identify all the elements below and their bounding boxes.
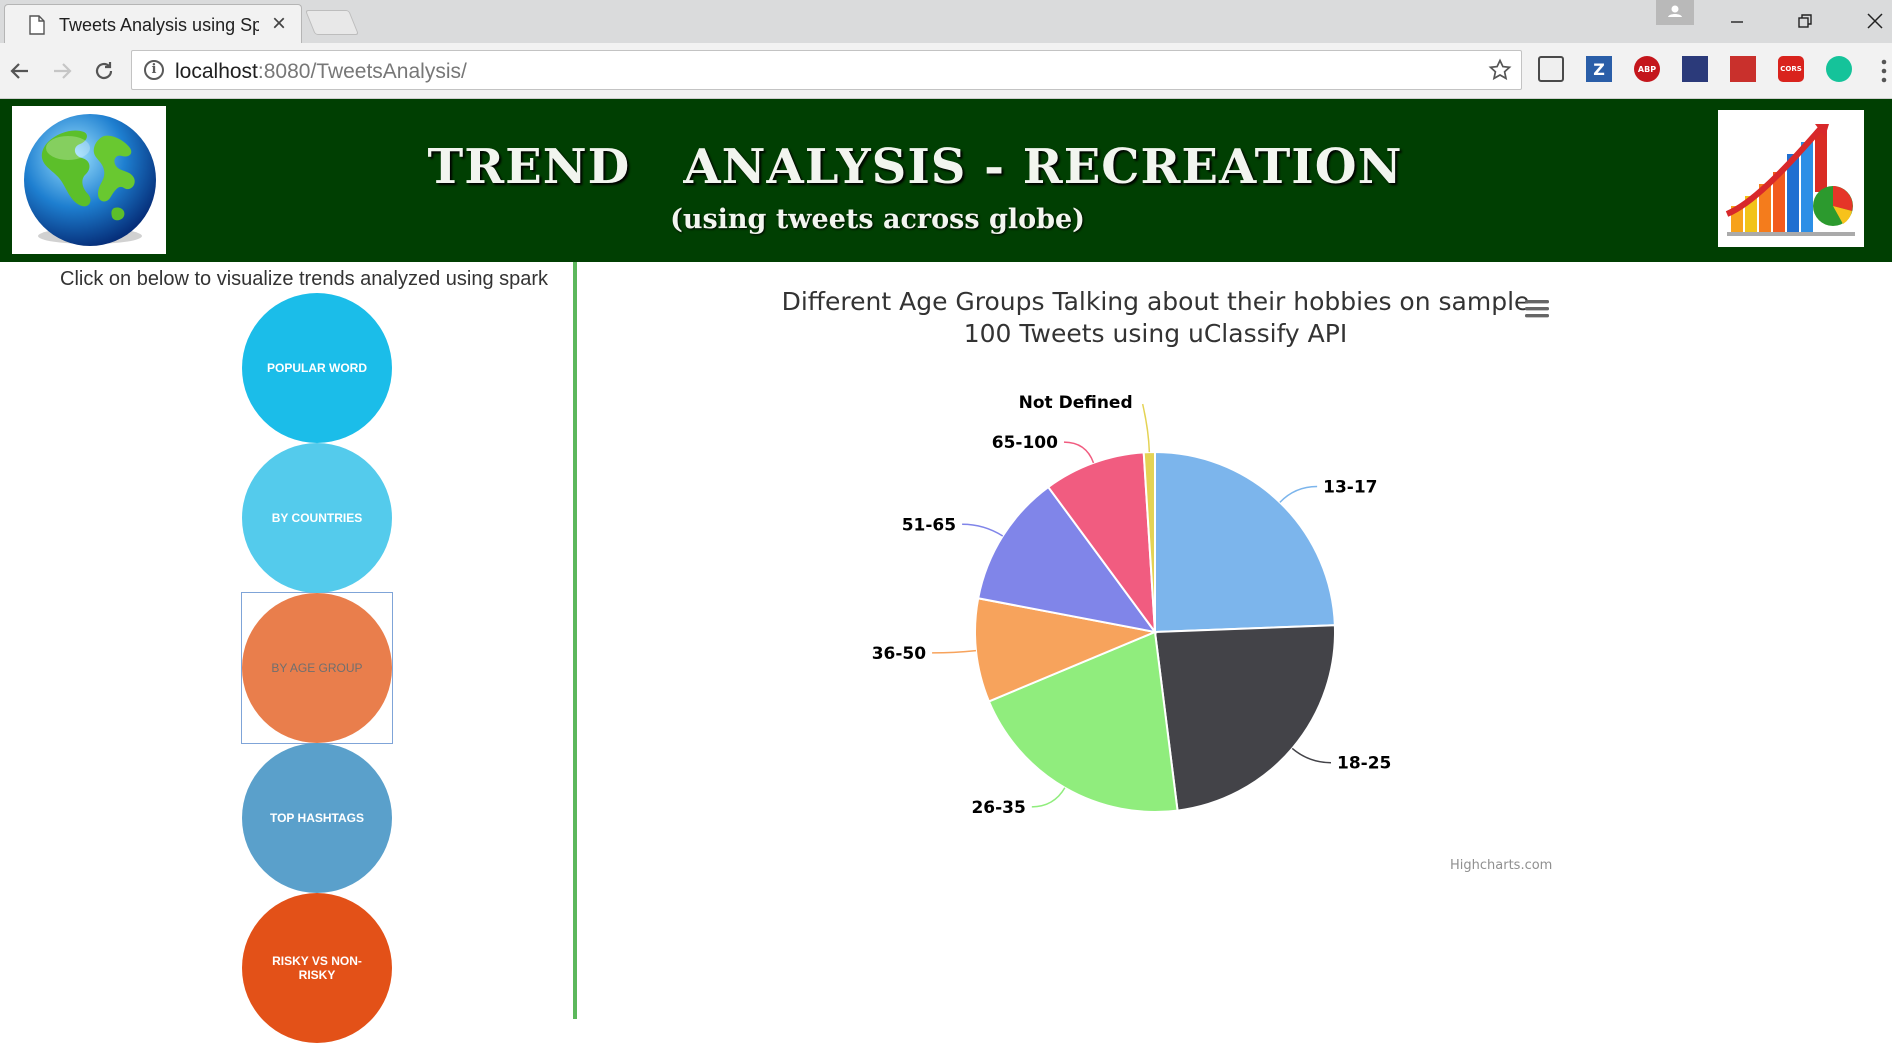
by-countries-button[interactable]: BY COUNTRIES bbox=[242, 443, 392, 593]
close-icon bbox=[1867, 13, 1883, 29]
panel-divider bbox=[573, 262, 577, 1019]
back-arrow-icon bbox=[10, 63, 28, 79]
bookmark-star-icon[interactable] bbox=[1488, 58, 1512, 82]
globe-logo bbox=[12, 106, 166, 254]
globe-icon bbox=[24, 114, 156, 246]
night-ext-icon[interactable] bbox=[1682, 56, 1708, 82]
reload-button[interactable] bbox=[88, 55, 120, 87]
new-tab-button[interactable] bbox=[304, 10, 360, 35]
data-label-13-17: 13-17 bbox=[1323, 477, 1377, 497]
adblock-ext-icon[interactable]: ABP bbox=[1634, 56, 1660, 82]
tab-close-icon[interactable]: × bbox=[271, 10, 286, 37]
navigation-panel: Click on below to visualize trends analy… bbox=[0, 262, 574, 1043]
by-age-group-button[interactable]: BY AGE GROUP bbox=[242, 593, 392, 743]
analytics-logo bbox=[1718, 110, 1864, 247]
cors-ext-icon[interactable]: CORS bbox=[1778, 56, 1804, 82]
data-label-36-50: 36-50 bbox=[872, 644, 927, 664]
minimize-icon bbox=[1731, 21, 1743, 23]
page-content: TREND ANALYSIS - RECREATION (using tweet… bbox=[0, 99, 1892, 1043]
intro-text: Click on below to visualize trends analy… bbox=[60, 268, 549, 290]
chart-title: Different Age Groups Talking about their… bbox=[781, 287, 1530, 348]
url-host: localhost bbox=[175, 60, 258, 83]
info-icon[interactable]: i bbox=[144, 60, 164, 80]
pocket-ext-icon[interactable] bbox=[1538, 56, 1564, 82]
cors-ext-label: CORS bbox=[1780, 65, 1802, 73]
connector-26-35 bbox=[1031, 787, 1066, 808]
pie-slice-65-100[interactable] bbox=[1046, 451, 1157, 636]
tab-title: Tweets Analysis using Sp bbox=[59, 15, 259, 35]
chrome-menu-icon[interactable] bbox=[1880, 57, 1888, 85]
profile-button[interactable] bbox=[1656, 0, 1694, 25]
pie-slice-26-35[interactable] bbox=[987, 630, 1179, 813]
connector-not-defined bbox=[1141, 403, 1151, 453]
restore-icon bbox=[1798, 14, 1812, 28]
bookmark-ext-icon[interactable] bbox=[1730, 56, 1756, 82]
browser-tab-active[interactable]: Tweets Analysis using Sp × bbox=[4, 4, 302, 43]
restore-button[interactable] bbox=[1782, 4, 1828, 38]
close-window-button[interactable] bbox=[1852, 4, 1892, 38]
bar-chart-logo-icon bbox=[1725, 123, 1855, 236]
page-icon bbox=[29, 15, 45, 40]
data-label-not-defined: Not Defined bbox=[1019, 393, 1133, 413]
data-label-26-35: 26-35 bbox=[971, 798, 1025, 818]
zotero-ext-icon[interactable]: Z bbox=[1586, 56, 1612, 82]
page-subtitle: (using tweets across globe) bbox=[670, 204, 1085, 235]
grammarly-ext-icon[interactable] bbox=[1826, 56, 1852, 82]
forward-arrow-icon bbox=[54, 63, 72, 79]
address-bar[interactable]: i localhost:8080/TweetsAnalysis/ bbox=[131, 50, 1522, 90]
url-path: :8080/TweetsAnalysis/ bbox=[257, 60, 467, 83]
data-label-18-25: 18-25 bbox=[1337, 754, 1391, 774]
zotero-ext-label: Z bbox=[1593, 59, 1605, 79]
forward-button[interactable] bbox=[46, 55, 78, 87]
browser-tab-strip: Tweets Analysis using Sp × bbox=[0, 0, 1892, 43]
minimize-button[interactable] bbox=[1714, 4, 1760, 38]
connector-65-100 bbox=[1063, 441, 1095, 464]
pie-slice-51-65[interactable] bbox=[977, 485, 1158, 634]
pie-chart: 13-17 18-25 26-35 36-50 51-65 65-100 Not Defin… bbox=[872, 393, 1392, 818]
connector-18-25 bbox=[1291, 747, 1332, 764]
header-banner: TREND ANALYSIS - RECREATION (using tweet… bbox=[0, 99, 1892, 262]
chart-menu-icon[interactable] bbox=[1523, 298, 1551, 320]
adblock-ext-label: ABP bbox=[1637, 64, 1657, 74]
url-text: localhost:8080/TweetsAnalysis/ bbox=[175, 60, 467, 84]
connector-36-50 bbox=[932, 649, 977, 654]
connector-51-65 bbox=[962, 523, 1004, 537]
popular-word-button[interactable]: POPULAR WORD bbox=[242, 293, 392, 443]
chart-credits[interactable]: Highcharts.com bbox=[1450, 858, 1553, 873]
page-title: TREND ANALYSIS - RECREATION bbox=[427, 139, 1403, 195]
top-hashtags-button[interactable]: TOP HASHTAGS bbox=[242, 743, 392, 893]
chart-container: Different Age Groups Talking about their… bbox=[578, 262, 1892, 1019]
reload-icon bbox=[95, 62, 113, 80]
back-button[interactable] bbox=[4, 55, 36, 87]
person-icon bbox=[1668, 5, 1682, 17]
risky-vs-non-risky-button[interactable]: RISKY VS NON-RISKY bbox=[242, 893, 392, 1043]
data-label-51-65: 51-65 bbox=[902, 515, 956, 535]
data-label-65-100: 65-100 bbox=[992, 433, 1058, 453]
browser-toolbar: i localhost:8080/TweetsAnalysis/ Z ABP COR… bbox=[0, 43, 1892, 99]
pie-slice-13-17[interactable] bbox=[1154, 450, 1336, 634]
connector-13-17 bbox=[1279, 485, 1318, 503]
pie-slice-18-25[interactable] bbox=[1153, 624, 1336, 812]
